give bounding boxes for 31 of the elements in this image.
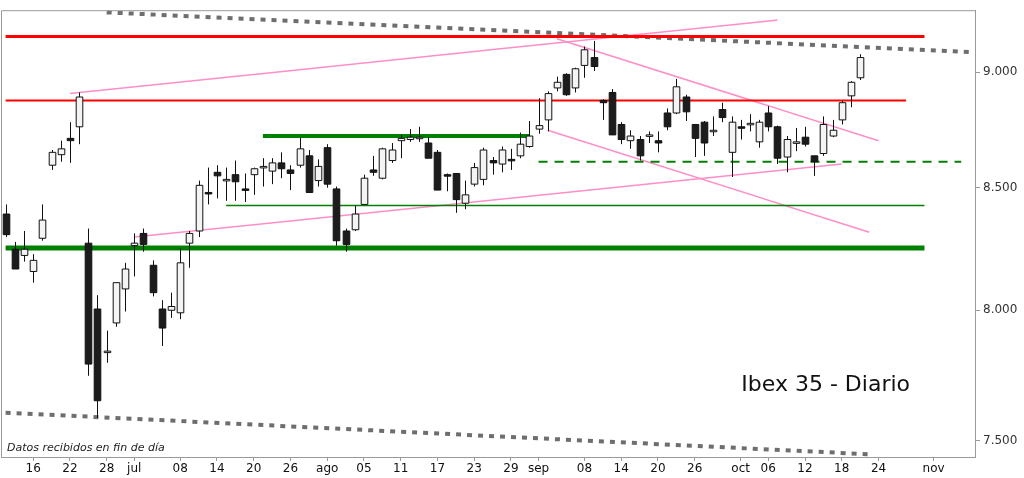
x-tick-label: oct (731, 461, 751, 476)
x-tick-label: 18 (834, 461, 850, 476)
x-tick-label: 28 (99, 461, 115, 476)
x-tick-label: 06 (760, 461, 776, 476)
annotation: Datos recibidos en fin de día (7, 441, 165, 455)
x-tick-label: sep (527, 461, 550, 476)
y-tick-label: 8.500 (983, 179, 1018, 194)
y-tick-label: 7.500 (983, 432, 1018, 447)
x-tick-label: 23 (466, 461, 482, 476)
x-tick-label: 26 (687, 461, 703, 476)
x-tick-label: 20 (246, 461, 262, 476)
x-tick-label: 16 (25, 461, 41, 476)
x-tick-label: 29 (503, 461, 519, 476)
y-tick-label: 8.000 (983, 302, 1018, 317)
y-tick-label: 9.000 (983, 64, 1018, 79)
x-tick-label: 08 (576, 461, 593, 476)
x-tick-label: 08 (172, 461, 188, 476)
x-tick-label: 24 (870, 461, 887, 476)
x-tick-label: ago (316, 461, 339, 476)
x-tick-label: 12 (797, 461, 813, 476)
x-tick-label: 14 (209, 461, 225, 476)
x-tick-label: 20 (650, 461, 666, 476)
x-tick-label: 22 (62, 461, 78, 476)
x-tick-label: 26 (282, 461, 299, 476)
text: Ibex 35 - Diario (741, 371, 910, 396)
x-tick-label: jul (126, 461, 142, 476)
x-tick-label: 11 (393, 461, 409, 476)
x-tick-label: nov (922, 461, 945, 476)
x-tick-label: 14 (613, 461, 629, 476)
x-tick-label: 17 (429, 461, 446, 476)
x-tick-label: 05 (356, 461, 372, 476)
